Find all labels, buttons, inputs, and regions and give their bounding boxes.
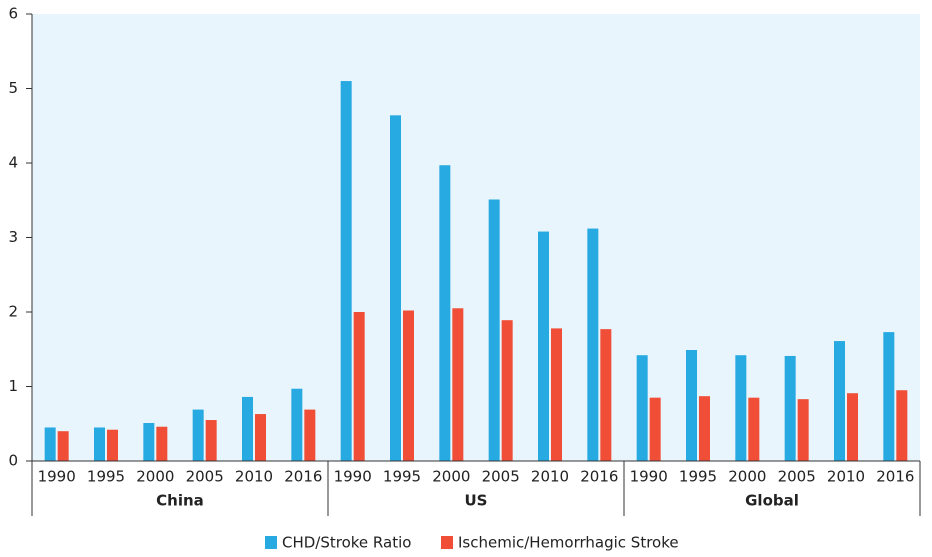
bar [156, 426, 168, 461]
group-label: Global [745, 492, 799, 510]
x-tick-label: 1995 [679, 468, 717, 486]
bar [403, 310, 414, 461]
bar [107, 429, 118, 461]
x-tick-label: 1990 [38, 468, 76, 486]
x-tick-label: 1995 [383, 468, 421, 486]
bar [748, 397, 760, 461]
y-tick-label: 4 [8, 154, 18, 172]
bar [192, 409, 204, 461]
x-tick-label: 2000 [728, 468, 766, 486]
bar [452, 308, 464, 461]
bar [649, 397, 661, 461]
legend-label: Ischemic/Hemorrhagic Stroke [458, 534, 679, 552]
bar [636, 355, 648, 461]
x-tick-label: 1990 [630, 468, 668, 486]
bar [551, 328, 562, 461]
bar [847, 393, 858, 461]
bar [538, 231, 549, 461]
x-tick-label: 2016 [876, 468, 914, 486]
y-tick-label: 3 [8, 228, 18, 246]
bar [340, 81, 352, 462]
bar [353, 312, 365, 461]
bar [94, 427, 105, 461]
x-tick-label: 2010 [827, 468, 865, 486]
bar [439, 165, 451, 462]
bar [883, 332, 895, 461]
legend-swatch [441, 536, 453, 549]
bar [143, 423, 155, 461]
bar [57, 431, 69, 461]
x-tick-label: 1990 [334, 468, 372, 486]
bar [44, 427, 56, 461]
bar [205, 420, 217, 461]
x-tick-label: 1995 [87, 468, 125, 486]
group-label: US [465, 492, 488, 510]
x-tick-label: 2016 [580, 468, 618, 486]
bar [699, 396, 710, 461]
x-tick-label: 2005 [482, 468, 520, 486]
y-tick-label: 5 [8, 79, 18, 97]
group-label: China [156, 492, 204, 510]
bar [600, 329, 612, 461]
bar [390, 115, 401, 461]
x-tick-label: 2016 [284, 468, 322, 486]
bar [242, 396, 253, 461]
bar [784, 355, 796, 461]
bar [797, 399, 809, 461]
x-tick-label: 2005 [778, 468, 816, 486]
x-tick-label: 2010 [531, 468, 569, 486]
bar [587, 228, 599, 461]
y-tick-label: 6 [8, 5, 18, 23]
bar [735, 355, 747, 461]
bar [255, 414, 266, 461]
bar [686, 349, 697, 461]
bar [896, 390, 908, 461]
bar [834, 341, 845, 461]
bar [304, 409, 316, 461]
bar [291, 388, 303, 461]
legend-label: CHD/Stroke Ratio [282, 534, 411, 552]
plot-background [32, 14, 920, 461]
x-tick-label: 2000 [136, 468, 174, 486]
bar [501, 320, 513, 461]
x-tick-label: 2010 [235, 468, 273, 486]
legend-swatch [265, 536, 277, 549]
x-tick-label: 2005 [186, 468, 224, 486]
y-tick-label: 2 [8, 303, 18, 321]
x-tick-label: 2000 [432, 468, 470, 486]
y-tick-label: 1 [8, 377, 18, 395]
y-tick-label: 0 [8, 452, 18, 470]
bar [488, 199, 500, 461]
